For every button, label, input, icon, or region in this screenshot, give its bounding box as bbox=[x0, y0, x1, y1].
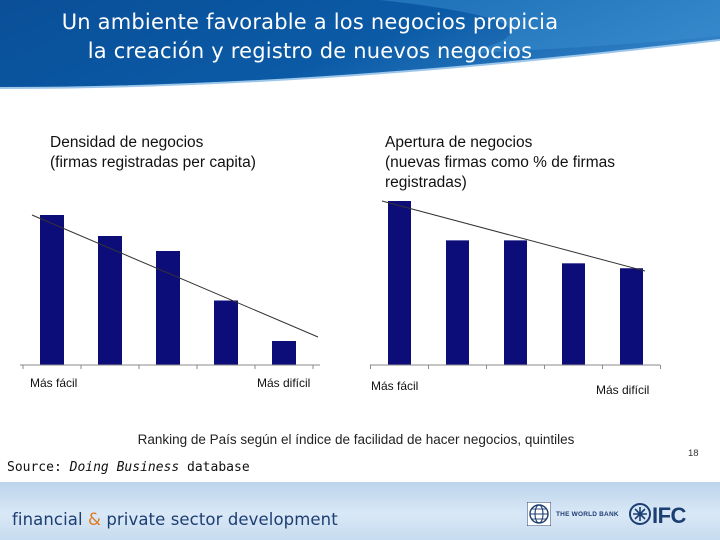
source-prefix: Source: bbox=[7, 460, 70, 475]
footer-band: financial & private sector development T… bbox=[0, 482, 720, 540]
chart2-bar-2 bbox=[446, 240, 469, 365]
world-bank-label: THE WORLD BANK bbox=[556, 511, 619, 518]
chart2-harder-label: Más difícil bbox=[596, 383, 650, 397]
footer-text-psd: private sector development bbox=[106, 510, 338, 529]
ifc-label: IFC bbox=[652, 503, 686, 528]
x-axis-caption: Ranking de País según el índice de facil… bbox=[137, 432, 575, 447]
chart1-harder-label: Más difícil bbox=[257, 376, 311, 390]
business-entry-chart bbox=[370, 200, 661, 369]
chart1-title: Densidad de negocios (firmas registradas… bbox=[50, 133, 350, 173]
chart1-trendline bbox=[31, 214, 319, 338]
chart2-trendline bbox=[381, 200, 646, 272]
chart2-bar-3 bbox=[504, 240, 527, 365]
chart1-bar-3 bbox=[156, 251, 180, 365]
chart2-bar-4 bbox=[562, 263, 585, 365]
source-title: Doing Business bbox=[69, 460, 180, 475]
source-suffix: database bbox=[179, 460, 250, 475]
chart2-title-line-2: (nuevas firmas como % de firmas bbox=[385, 154, 615, 171]
footer-text-financial: financial bbox=[12, 510, 83, 529]
footer-ampersand: & bbox=[82, 510, 107, 529]
chart1-bar-2 bbox=[98, 236, 122, 365]
chart1-easier-label: Más fácil bbox=[30, 376, 78, 390]
page-number: 18 bbox=[688, 448, 699, 459]
chart1-bar-5 bbox=[272, 341, 296, 365]
business-density-chart bbox=[20, 214, 320, 369]
chart2-title: Apertura de negocios (nuevas firmas como… bbox=[385, 133, 695, 193]
chart2-title-line-3: registradas) bbox=[385, 174, 467, 191]
world-bank-globe-icon bbox=[527, 502, 551, 526]
chart2-bar-5 bbox=[620, 268, 643, 365]
header-background bbox=[0, 0, 720, 89]
chart2-bar-1 bbox=[388, 201, 411, 365]
title-line-2: la creación y registro de nuevos negocio… bbox=[87, 39, 533, 63]
chart2-title-line-1: Apertura de negocios bbox=[385, 134, 533, 151]
header-banner: Un ambiente favorable a los negocios pro… bbox=[0, 0, 720, 92]
ifc-emblem-icon bbox=[629, 503, 651, 525]
chart2-easier-label: Más fácil bbox=[371, 379, 419, 393]
slide-title: Un ambiente favorable a los negocios pro… bbox=[0, 8, 620, 66]
footer-tagline: financial & private sector development bbox=[12, 510, 338, 529]
chart1-title-line-2: (firmas registradas per capita) bbox=[50, 154, 256, 171]
chart1-bar-1 bbox=[40, 215, 64, 365]
title-line-1: Un ambiente favorable a los negocios pro… bbox=[61, 10, 559, 34]
chart1-title-line-1: Densidad de negocios bbox=[50, 134, 204, 151]
source-note: Source: Doing Business database bbox=[7, 460, 250, 475]
chart1-bar-4 bbox=[214, 300, 238, 365]
